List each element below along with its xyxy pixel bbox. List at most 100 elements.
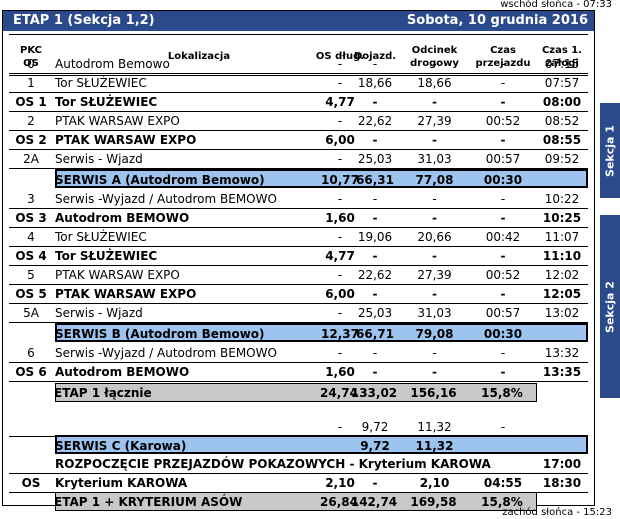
section-cell: 11,32 — [417, 420, 452, 434]
approach-cell: - — [372, 287, 378, 301]
pkc-cell: 5 — [27, 268, 35, 282]
approach-cell: - — [372, 192, 378, 206]
pkc-cell: OS — [21, 476, 41, 490]
os-length-cell: 10,77 — [321, 173, 359, 187]
first-car-cell: 17:00 — [542, 457, 582, 471]
section-1-label: Sekcja 1 — [603, 124, 617, 177]
approach-cell: 25,03 — [357, 306, 393, 320]
first-car-cell: 08:55 — [542, 133, 582, 147]
location-cell: Autodrom BEMOWO — [55, 211, 190, 225]
location-cell: SERWIS C (Karowa) — [55, 439, 187, 453]
os-length-cell: - — [337, 268, 343, 282]
location-cell: SERWIS A (Autodrom Bemowo) — [55, 173, 265, 187]
os-length-cell: 4,77 — [325, 249, 355, 263]
approach-cell: - — [372, 249, 378, 263]
location-cell: Tor SŁUŻEWIEC — [55, 95, 158, 109]
os-length-cell: - — [337, 57, 343, 71]
table-row: 4 Tor SŁUŻEWIEC -19,06 20,66 00:42 11:07 — [9, 228, 588, 247]
table-row: 3 Serwis -Wyjazd / Autodrom BEMOWO - - - - 10:… — [9, 190, 588, 209]
pkc-cell: OS 4 — [15, 249, 47, 263]
location-cell: ETAP 1 łącznie — [54, 386, 152, 400]
approach-cell: 22,62 — [357, 114, 393, 128]
table-row: OS 6 Autodrom BEMOWO 1,60 - - - 13:35 — [9, 363, 588, 382]
first-car-cell: 12:02 — [544, 268, 580, 282]
time-cell: - — [500, 76, 506, 90]
table-row: OS 1 Tor SŁUŻEWIEC 4,77 - - - 08:00 — [9, 93, 588, 112]
approach-cell: 9,72 — [360, 439, 390, 453]
first-car-cell: 13:32 — [544, 346, 580, 360]
location-cell: Serwis - Wjazd — [55, 306, 143, 320]
location-cell: Serwis - Wjazd — [55, 152, 143, 166]
os-length-cell: 1,60 — [325, 365, 355, 379]
os-length-cell: 12,37 — [321, 327, 359, 341]
section-cell: 27,39 — [417, 114, 452, 128]
table-row: 5 PTAK WARSAW EXPO -22,62 27,39 00:52 12:02 — [9, 266, 588, 285]
time-cell: - — [500, 365, 506, 379]
stage-title: ETAP 1 (Sekcja 1,2) — [13, 13, 155, 28]
schedule-frame: ETAP 1 (Sekcja 1,2) Sobota, 10 grudnia 2… — [2, 10, 595, 506]
time-cell: - — [500, 95, 506, 109]
table-row: SERWIS A (Autodrom Bemowo) 10,77 66,31 77,0… — [55, 169, 588, 188]
location-cell: PTAK WARSAW EXPO — [55, 287, 197, 301]
section-cell: 20,66 — [417, 230, 452, 244]
os-length-cell: 1,60 — [325, 211, 355, 225]
approach-cell: - — [372, 365, 378, 379]
section-cell: - — [432, 249, 437, 263]
pkc-cell: 1 — [27, 76, 35, 90]
os-length-cell: - — [337, 192, 343, 206]
location-cell: Tor SŁUŻEWIEC — [55, 76, 147, 90]
time-cell: 00:52 — [485, 268, 521, 282]
time-cell: - — [500, 133, 506, 147]
first-car-cell: 11:10 — [542, 249, 582, 263]
approach-cell: - — [372, 133, 378, 147]
time-cell: - — [500, 287, 506, 301]
first-car-cell: 12:05 — [542, 287, 582, 301]
table-row: 1 Tor SŁUŻEWIEC -18,66 18,66-07:57 — [9, 74, 588, 93]
first-car-cell: 10:25 — [542, 211, 582, 225]
section-cell: - — [432, 346, 437, 360]
location-cell: PTAK WARSAW EXPO — [55, 114, 180, 128]
col-time: Czas przejazdu — [475, 45, 531, 69]
location-cell: PTAK WARSAW EXPO — [55, 133, 197, 147]
approach-cell: 18,66 — [357, 76, 393, 90]
sunrise-time: wschód słońca - 07:33 — [500, 0, 612, 10]
table-row: 2 PTAK WARSAW EXPO -22,62 27,39 00:52 08:52 — [9, 112, 588, 131]
table-row: 6 Serwis -Wyjazd / Autodrom BEMOWO - - - - 13:… — [9, 344, 588, 363]
location-cell: Kryterium KAROWA — [55, 476, 188, 490]
first-car-cell: 08:52 — [544, 114, 580, 128]
section-cell: - — [432, 133, 437, 147]
table-row: SERWIS B (Autodrom Bemowo) 12,37 66,71 79,0… — [55, 323, 588, 342]
table-row: SERWIS C (Karowa) 9,72 11,32 — [55, 435, 588, 454]
time-cell: 15,8% — [481, 495, 523, 509]
approach-cell: 142,74 — [350, 495, 398, 509]
os-length-cell: 26,84 — [320, 495, 358, 509]
os-length-cell: - — [337, 420, 343, 434]
time-cell: 00:57 — [485, 306, 521, 320]
section-cell: - — [432, 57, 437, 71]
section-cell: - — [432, 192, 437, 206]
approach-cell: 19,06 — [357, 230, 393, 244]
table-row: OS 3 Autodrom BEMOWO 1,60 - - - 10:25 — [9, 209, 588, 228]
section-cell: 27,39 — [417, 268, 452, 282]
section-2-label: Sekcja 2 — [603, 280, 617, 333]
section-cell: - — [432, 95, 437, 109]
section-2-tab: Sekcja 2 — [600, 215, 620, 398]
table-row: ROZPOCZĘCIE PRZEJAZDÓW POKAZOWYCH - Kryt… — [9, 455, 588, 474]
approach-cell: - — [372, 476, 378, 490]
first-car-cell: 13:35 — [542, 365, 582, 379]
table-header: PKC OS Lokalizacja OS dług. Dojazd. Odci… — [9, 34, 588, 76]
section-1-tab: Sekcja 1 — [600, 103, 620, 198]
table-row: 2A Serwis - Wjazd -25,03 31,03 00:57 09:52 — [9, 150, 588, 169]
section-cell: - — [432, 365, 437, 379]
os-length-cell: - — [337, 230, 343, 244]
table-row: 5A Serwis - Wjazd -25,03 31,03 00:57 13:02 — [9, 304, 588, 323]
os-length-cell: - — [337, 114, 343, 128]
approach-cell: 66,71 — [356, 327, 394, 341]
pkc-cell: 6 — [27, 346, 35, 360]
time-cell: - — [500, 192, 506, 206]
approach-cell: 22,62 — [357, 268, 393, 282]
pkc-cell: 3 — [27, 192, 35, 206]
pkc-cell: OS 1 — [15, 95, 47, 109]
time-cell: 00:52 — [485, 114, 521, 128]
section-cell: 18,66 — [417, 76, 452, 90]
